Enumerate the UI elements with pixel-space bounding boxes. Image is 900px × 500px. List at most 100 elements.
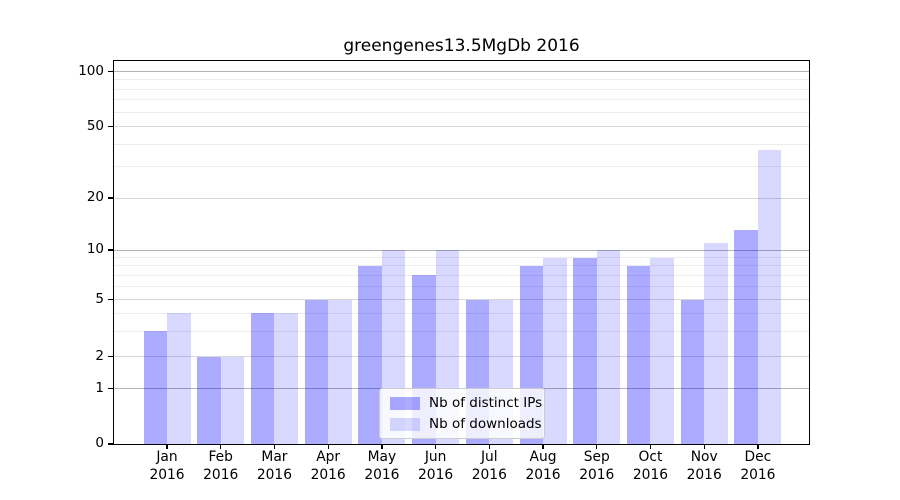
bar [197, 356, 221, 444]
x-tick-label: Apr 2016 [296, 449, 360, 484]
x-tick [542, 445, 544, 449]
x-tick-label: Dec 2016 [726, 449, 790, 484]
x-tick-label: Jan 2016 [135, 449, 199, 484]
y-tick [108, 197, 113, 199]
x-tick-label-month: May [367, 449, 397, 465]
y-tick [108, 355, 113, 358]
x-tick-label-month: Sep [583, 449, 610, 465]
y-gridline [114, 356, 809, 357]
x-tick [273, 445, 276, 449]
x-tick-label-year: 2016 [364, 466, 400, 483]
x-tick [220, 445, 222, 449]
y-gridline [114, 197, 809, 199]
x-tick-label: Jul 2016 [457, 449, 521, 484]
x-tick-label: Oct 2016 [618, 449, 682, 484]
y-tick-label: 2 [95, 347, 104, 364]
y-tick [108, 443, 113, 445]
bar [596, 250, 621, 444]
x-tick [166, 445, 168, 449]
x-tick-label-month: Jun [424, 449, 447, 465]
bar [650, 257, 674, 444]
y-gridline-minor [114, 165, 809, 167]
bar [704, 242, 728, 444]
bar [304, 299, 329, 444]
legend-item: Nb of downloads [390, 416, 542, 432]
y-tick-label: 50 [86, 117, 104, 134]
x-tick-label-year: 2016 [632, 466, 669, 483]
x-tick-label-year: 2016 [471, 466, 507, 483]
x-tick-label-year: 2016 [149, 466, 185, 483]
x-tick-label: Aug 2016 [511, 449, 575, 484]
bar [573, 257, 597, 444]
y-tick-label: 1 [95, 379, 104, 396]
legend-label: Nb of downloads [429, 416, 542, 432]
bar [328, 299, 352, 444]
bar [143, 331, 167, 444]
bar [680, 299, 705, 444]
x-tick [381, 445, 383, 449]
y-tick [108, 70, 113, 73]
x-tick [434, 445, 437, 449]
y-tick [108, 298, 113, 301]
x-tick-label-month: Apr [316, 449, 341, 465]
x-tick-label: Sep 2016 [565, 449, 629, 484]
bar [167, 313, 191, 444]
y-tick [108, 249, 113, 251]
x-tick [596, 445, 598, 449]
y-gridline-minor [114, 274, 809, 276]
legend-item: Nb of distinct IPs [390, 395, 542, 411]
y-gridline-minor [114, 111, 809, 113]
x-tick-label-month: Feb [208, 449, 233, 465]
legend: Nb of distinct IPs Nb of downloads [379, 388, 545, 439]
bar [220, 356, 245, 444]
bar [250, 313, 275, 444]
y-gridline-minor [114, 312, 809, 314]
y-gridline-minor [114, 143, 809, 145]
x-tick-label-month: Mar [261, 449, 288, 465]
x-tick-label-month: Dec [744, 449, 772, 465]
y-gridline [114, 126, 809, 128]
y-gridline-minor [114, 330, 809, 332]
y-tick-label: 20 [86, 189, 104, 205]
y-gridline-minor [114, 88, 809, 90]
x-tick-label-year: 2016 [579, 466, 615, 483]
y-gridline-minor [114, 257, 809, 259]
y-gridline-minor [114, 285, 809, 287]
x-tick-label: Jun 2016 [404, 449, 468, 484]
bar [734, 230, 758, 444]
bar [626, 265, 651, 444]
x-tick [488, 445, 490, 449]
bar [358, 265, 382, 444]
x-tick-label-month: Oct [638, 449, 663, 465]
x-tick [649, 445, 652, 449]
y-tick [108, 126, 113, 128]
y-tick-label: 100 [78, 62, 104, 79]
y-gridline-major [114, 249, 809, 251]
y-tick [108, 387, 113, 390]
y-gridline-major [114, 71, 809, 72]
chart-title: greengenes13.5MgDb 2016 [343, 36, 580, 56]
legend-label: Nb of distinct IPs [429, 395, 543, 411]
x-tick [757, 445, 759, 449]
x-tick-label-year: 2016 [740, 466, 776, 483]
x-tick-label-year: 2016 [256, 466, 292, 483]
x-tick-label: May 2016 [350, 449, 414, 484]
y-tick-label: 10 [86, 241, 104, 257]
legend-swatch [390, 417, 420, 431]
x-tick-label: Feb 2016 [189, 449, 253, 484]
plot-area: Nb of distinct IPs Nb of downloads [113, 60, 810, 445]
x-tick-label-year: 2016 [525, 466, 561, 483]
legend-swatch [390, 396, 420, 410]
x-tick-label: Mar 2016 [242, 449, 306, 484]
bar [757, 150, 782, 444]
y-gridline-minor [114, 99, 809, 101]
x-tick-label-year: 2016 [686, 466, 722, 483]
bar [274, 313, 298, 444]
x-tick-label-month: Aug [529, 449, 557, 465]
y-gridline [114, 299, 809, 300]
x-tick-label-year: 2016 [310, 466, 346, 483]
y-gridline-minor [114, 265, 809, 267]
x-tick-label-month: Jul [480, 449, 498, 465]
y-tick-label: 0 [95, 435, 104, 451]
